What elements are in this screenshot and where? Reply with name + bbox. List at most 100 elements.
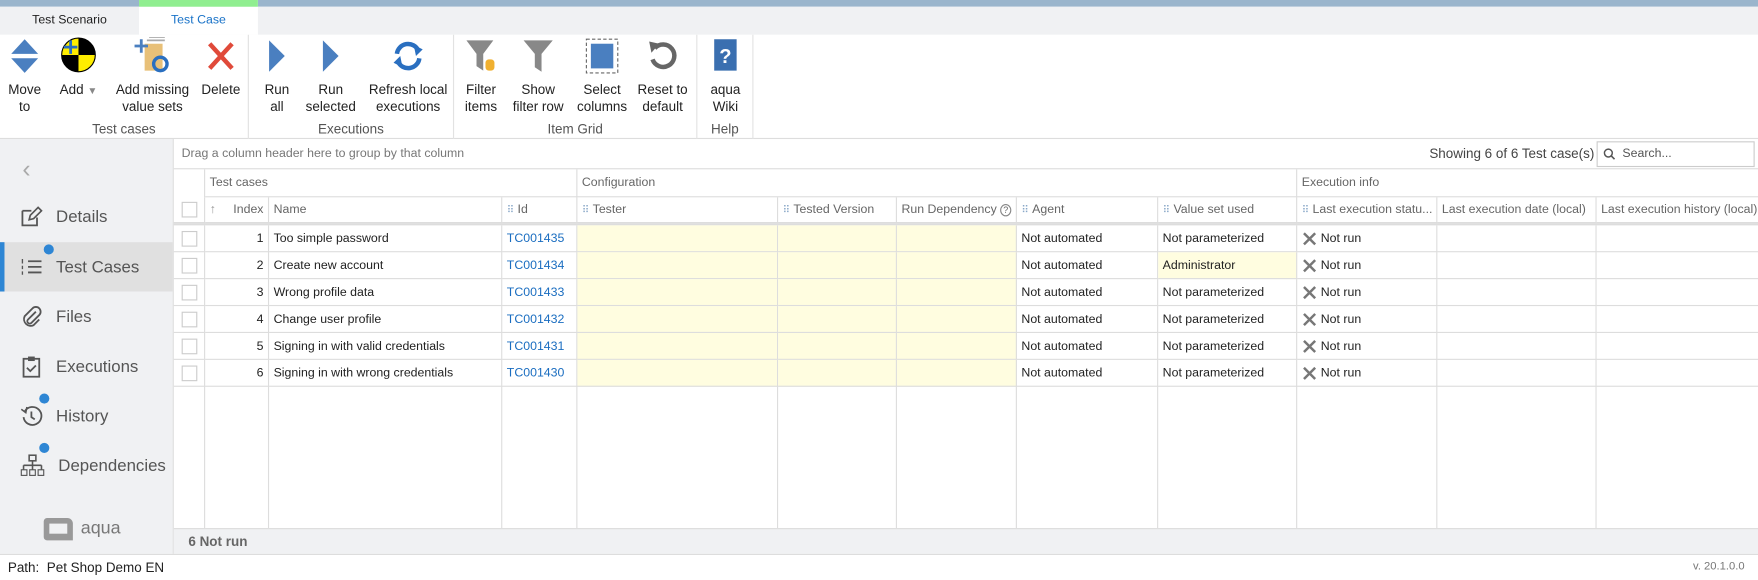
delete-button[interactable]: Delete	[197, 37, 244, 99]
sidebar: ‹ Details Test Cases Files Executions Hi…	[0, 139, 173, 554]
last-execution-status-cell: Not run	[1297, 279, 1438, 307]
run-dependency-cell[interactable]	[896, 332, 1017, 360]
run-dependency-cell[interactable]	[896, 306, 1017, 333]
tester-cell[interactable]	[577, 306, 779, 333]
id-link[interactable]: TC001435	[502, 225, 578, 253]
last-execution-status-cell: Not run	[1297, 225, 1438, 253]
id-link[interactable]: TC001431	[502, 332, 578, 360]
add-button[interactable]: Add ▼	[54, 37, 103, 100]
row-checkbox[interactable]	[181, 338, 197, 354]
value-set-cell[interactable]: Not parameterized	[1158, 332, 1298, 360]
move-to-button[interactable]: Move to	[2, 37, 47, 115]
tested-version-cell[interactable]	[778, 279, 897, 307]
run-all-button[interactable]: Run all	[258, 37, 296, 115]
column-header-tester[interactable]: ⠿ Tester	[577, 197, 779, 224]
table-row[interactable]: 5 Signing in with valid credentials TC00…	[173, 332, 1758, 360]
tested-version-cell[interactable]	[778, 252, 897, 280]
sidebar-item-history[interactable]: History	[0, 391, 173, 440]
sort-ascending-icon[interactable]: ↑	[209, 202, 216, 217]
column-header-agent[interactable]: ⠿ Agent	[1016, 197, 1159, 224]
value-set-cell[interactable]: Administrator	[1158, 252, 1298, 280]
value-set-cell[interactable]: Not parameterized	[1158, 279, 1298, 307]
value-set-cell[interactable]: Not parameterized	[1158, 306, 1298, 333]
column-header-label: Last execution history (local)	[1601, 202, 1758, 217]
row-checkbox[interactable]	[181, 257, 197, 274]
sidebar-item-files[interactable]: Files	[0, 292, 173, 341]
tab-test-scenario[interactable]: Test Scenario	[32, 13, 107, 27]
sidebar-item-executions[interactable]: Executions	[0, 342, 173, 391]
table-row[interactable]: 4 Change user profile TC001432 Not autom…	[173, 306, 1758, 333]
name-cell[interactable]: Too simple password	[269, 225, 503, 253]
column-header-value-set-used[interactable]: ⠿ Value set used	[1158, 197, 1298, 224]
table-row[interactable]: 6 Signing in with wrong credentials TC00…	[173, 359, 1758, 387]
row-checkbox[interactable]	[181, 311, 197, 327]
column-header-id[interactable]: ⠿ Id	[502, 197, 578, 224]
id-link[interactable]: TC001432	[502, 306, 578, 333]
group-by-panel[interactable]: Drag a column header here to group by th…	[173, 139, 1758, 170]
tester-cell[interactable]	[577, 225, 779, 253]
name-cell[interactable]: Create new account	[269, 252, 503, 280]
tab-test-case[interactable]: Test Case	[139, 0, 258, 35]
agent-cell: Not automated	[1016, 252, 1159, 280]
name-cell[interactable]: Signing in with valid credentials	[269, 332, 503, 360]
sidebar-item-test-cases[interactable]: Test Cases	[0, 242, 173, 292]
history-icon	[20, 406, 43, 426]
column-header-tested-version[interactable]: ⠿ Tested Version	[778, 197, 897, 224]
tested-version-cell[interactable]	[778, 225, 897, 253]
column-header-last-execution-status[interactable]: ⠿ Last execution statu...	[1297, 197, 1438, 224]
last-execution-history-cell	[1596, 252, 1758, 280]
filter-items-button[interactable]: Filter items	[461, 37, 501, 115]
band-test-cases: Test cases	[205, 169, 578, 198]
help-circle-icon[interactable]: ?	[1000, 203, 1012, 216]
value-set-cell[interactable]: Not parameterized	[1158, 359, 1298, 387]
sidebar-item-details[interactable]: Details	[0, 192, 173, 241]
row-checkbox[interactable]	[181, 230, 197, 247]
tester-cell[interactable]	[577, 359, 779, 387]
run-dependency-cell[interactable]	[896, 359, 1017, 387]
select-columns-button[interactable]: Select columns	[575, 37, 629, 115]
name-cell[interactable]: Signing in with wrong credentials	[269, 359, 503, 387]
row-select-cell	[173, 252, 206, 280]
add-missing-value-sets-button[interactable]: Add missing value sets	[112, 36, 193, 115]
column-header-last-execution-history[interactable]: Last execution history (local)	[1596, 197, 1758, 224]
empty-cell	[1158, 385, 1298, 529]
table-row[interactable]: 2 Create new account TC001434 Not automa…	[173, 252, 1758, 280]
search-input[interactable]: Search...	[1596, 141, 1755, 168]
collapse-chevron-icon[interactable]: ‹	[22, 154, 31, 183]
column-header-name[interactable]: Name	[269, 197, 503, 224]
row-checkbox[interactable]	[181, 284, 197, 300]
tested-version-cell[interactable]	[778, 359, 897, 387]
id-link[interactable]: TC001433	[502, 279, 578, 307]
run-dependency-cell[interactable]	[896, 279, 1017, 307]
run-dependency-cell[interactable]	[896, 225, 1017, 253]
tested-version-cell[interactable]	[778, 332, 897, 360]
column-header-last-execution-date[interactable]: Last execution date (local)	[1437, 197, 1597, 224]
last-execution-status-cell: Not run	[1297, 306, 1438, 333]
aqua-wiki-button[interactable]: ? aqua Wiki	[704, 37, 747, 115]
refresh-local-executions-button[interactable]: Refresh local executions	[366, 37, 451, 115]
status-text: Not run	[1320, 366, 1362, 380]
aqua-logo: aqua	[43, 517, 121, 542]
tested-version-cell[interactable]	[778, 306, 897, 333]
name-cell[interactable]: Change user profile	[269, 306, 503, 333]
table-row[interactable]: 3 Wrong profile data TC001433 Not automa…	[173, 279, 1758, 307]
id-link[interactable]: TC001434	[502, 252, 578, 280]
sidebar-item-dependencies[interactable]: Dependencies	[0, 441, 173, 490]
tester-cell[interactable]	[577, 279, 779, 307]
show-filter-row-button[interactable]: Show filter row	[508, 37, 569, 115]
reset-to-default-button[interactable]: Reset to default	[636, 37, 690, 115]
run-selected-button[interactable]: Run selected	[303, 37, 359, 115]
column-header-run-dependency[interactable]: Run Dependency?	[896, 197, 1017, 224]
tester-cell[interactable]	[577, 252, 779, 280]
tester-cell[interactable]	[577, 332, 779, 360]
clipboard-check-icon	[22, 356, 41, 378]
id-link[interactable]: TC001430	[502, 359, 578, 387]
last-execution-status-cell: Not run	[1297, 359, 1438, 387]
column-header-index[interactable]: ↑ Index	[205, 197, 270, 224]
table-row[interactable]: 1 Too simple password TC001435 Not autom…	[173, 225, 1758, 253]
select-all-checkbox[interactable]	[181, 201, 197, 218]
name-cell[interactable]: Wrong profile data	[269, 279, 503, 307]
value-set-cell[interactable]: Not parameterized	[1158, 225, 1298, 253]
run-dependency-cell[interactable]	[896, 252, 1017, 280]
row-checkbox[interactable]	[181, 364, 197, 381]
